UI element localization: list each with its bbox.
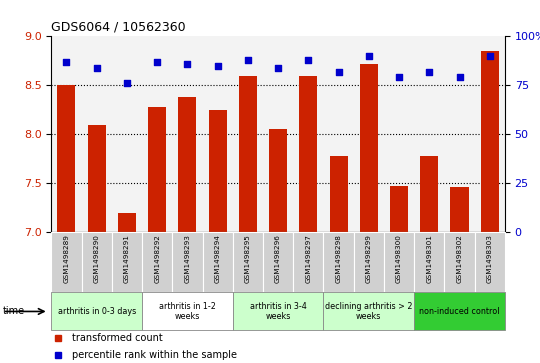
Point [153,59,161,65]
Bar [82,232,112,292]
Bar [172,36,202,232]
Bar [112,36,142,232]
Text: percentile rank within the sample: percentile rank within the sample [72,350,237,360]
Bar [444,232,475,292]
Text: GSM1498302: GSM1498302 [456,234,463,283]
Text: GSM1498301: GSM1498301 [426,234,433,283]
Bar [384,36,414,232]
Bar [323,36,354,232]
Text: GSM1498296: GSM1498296 [275,234,281,283]
Bar [475,36,505,232]
Bar [202,36,233,232]
Bar [269,129,287,232]
Bar [444,36,475,232]
Bar [299,76,318,232]
Point [425,69,434,74]
Bar [112,232,142,292]
Point [123,81,131,86]
Bar [384,232,414,292]
Text: GSM1498294: GSM1498294 [214,234,221,283]
Bar [233,36,263,232]
Point [274,65,282,70]
Text: arthritis in 0-3 days: arthritis in 0-3 days [58,307,136,316]
Text: GSM1498293: GSM1498293 [184,234,191,283]
Bar [414,292,505,330]
Bar [82,36,112,232]
Bar [481,51,499,232]
Bar [142,292,233,330]
Bar [475,232,505,292]
Bar [57,85,76,232]
Point [62,59,71,65]
Text: arthritis in 1-2
weeks: arthritis in 1-2 weeks [159,302,216,321]
Bar [239,76,257,232]
Bar [323,292,414,330]
Bar [293,232,323,292]
Bar [390,186,408,232]
Text: GSM1498289: GSM1498289 [63,234,70,283]
Bar [51,292,142,330]
Bar [87,125,106,232]
Bar [118,213,136,232]
Text: GSM1498295: GSM1498295 [245,234,251,283]
Point [244,57,252,63]
Bar [233,232,263,292]
Bar [414,232,444,292]
Point [213,63,222,69]
Bar [360,64,378,232]
Text: transformed count: transformed count [72,334,163,343]
Text: time: time [3,306,25,317]
Text: arthritis in 3-4
weeks: arthritis in 3-4 weeks [249,302,307,321]
Bar [263,36,293,232]
Text: GSM1498298: GSM1498298 [335,234,342,283]
Point [455,74,464,80]
Bar [142,36,172,232]
Bar [420,156,438,232]
Text: GSM1498303: GSM1498303 [487,234,493,283]
Point [304,57,313,63]
Text: non-induced control: non-induced control [419,307,500,316]
Text: declining arthritis > 2
weeks: declining arthritis > 2 weeks [325,302,413,321]
Bar [450,187,469,232]
Point [183,61,192,67]
Bar [208,110,227,232]
Point [395,74,403,80]
Bar [263,232,293,292]
Bar [414,36,444,232]
Bar [323,232,354,292]
Bar [329,156,348,232]
Bar [51,36,82,232]
Bar [51,232,82,292]
Text: GSM1498297: GSM1498297 [305,234,312,283]
Point [485,53,494,59]
Bar [202,232,233,292]
Bar [354,232,384,292]
Bar [148,107,166,232]
Point [92,65,101,70]
Bar [142,232,172,292]
Bar [354,36,384,232]
Text: GSM1498290: GSM1498290 [93,234,100,283]
Bar [172,232,202,292]
Text: GSM1498299: GSM1498299 [366,234,372,283]
Bar [293,36,323,232]
Point [364,53,373,59]
Point [334,69,343,74]
Text: GSM1498292: GSM1498292 [154,234,160,283]
Bar [178,97,197,232]
Text: GSM1498300: GSM1498300 [396,234,402,283]
Text: GSM1498291: GSM1498291 [124,234,130,283]
Text: GDS6064 / 10562360: GDS6064 / 10562360 [51,21,186,34]
Bar [233,292,323,330]
